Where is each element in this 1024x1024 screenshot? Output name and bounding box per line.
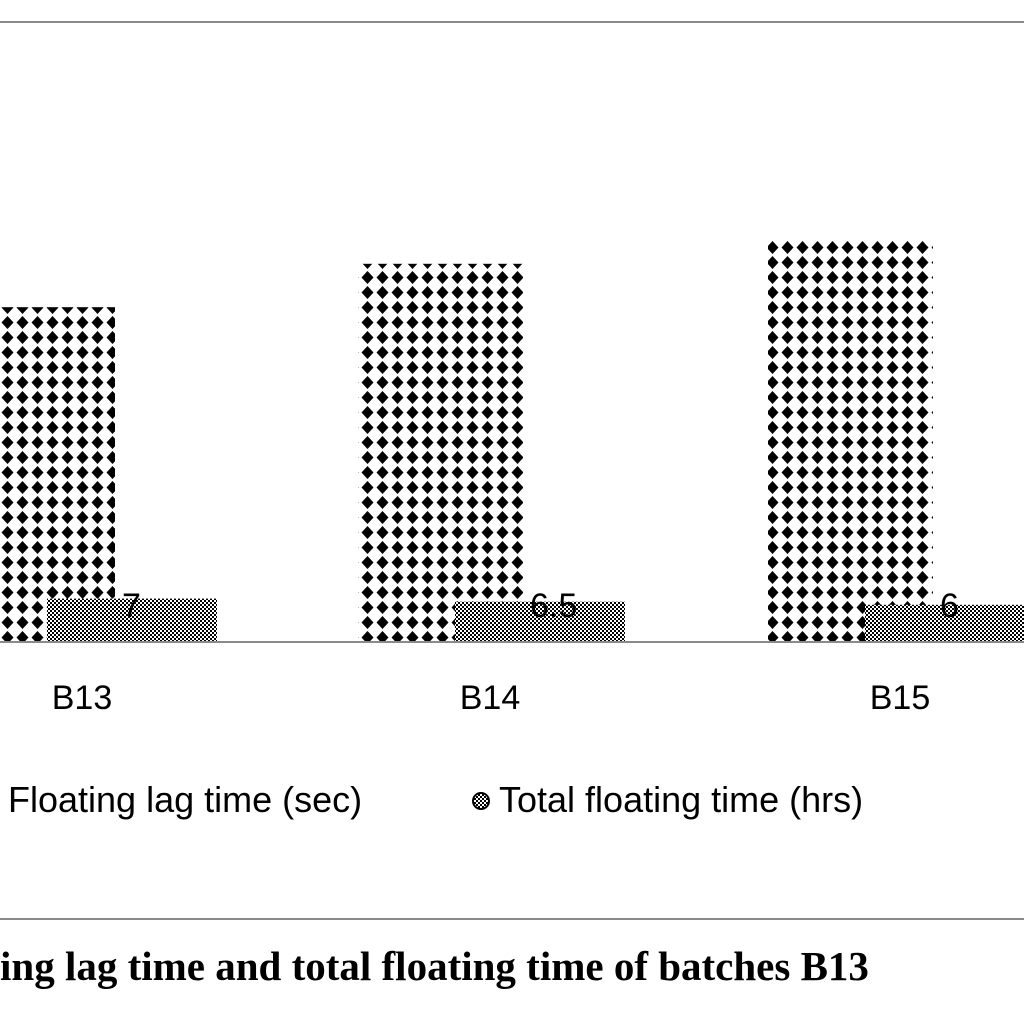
bars-group: [0, 239, 1024, 642]
bar-total-floating-b14: [455, 601, 625, 642]
bar-floating-lag-b13: [0, 307, 115, 642]
bar-floating-lag-b15: [768, 239, 933, 642]
x-tick-label-b14: B14: [460, 679, 521, 717]
data-labels-group: 7 6.5 6: [122, 587, 959, 625]
bar-floating-lag-b14: [358, 263, 523, 642]
figure-caption: ing lag time and total floating time of …: [0, 943, 869, 989]
x-tick-label-b13: B13: [52, 679, 113, 717]
data-label-total-floating-b13: 7: [122, 587, 141, 625]
x-tick-labels: B13 B14 B15: [52, 679, 931, 717]
data-label-total-floating-b15: 6: [940, 587, 959, 625]
data-label-total-floating-b14: 6.5: [530, 587, 577, 625]
legend-label-floating-lag: Floating lag time (sec): [8, 779, 362, 820]
bar-total-floating-b15: [865, 604, 1024, 642]
legend: Floating lag time (sec) Total floating t…: [8, 779, 863, 820]
legend-label-total-floating: Total floating time (hrs): [499, 779, 863, 820]
x-tick-label-b15: B15: [870, 679, 931, 717]
legend-swatch-total-floating: [472, 792, 490, 810]
bar-total-floating-b13: [47, 598, 217, 642]
